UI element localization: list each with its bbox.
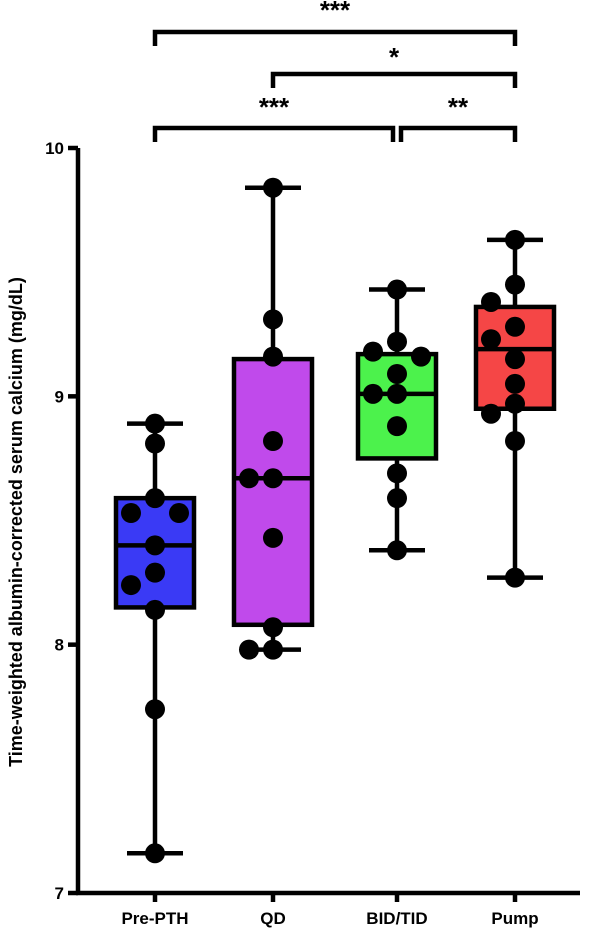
bracket-line (398, 125, 518, 142)
x-tick-label: QD (260, 909, 286, 928)
data-point (481, 291, 501, 312)
data-point (121, 575, 141, 596)
data-point (481, 403, 501, 424)
data-point (145, 433, 165, 454)
y-axis: 7 8 9 10 (45, 139, 81, 903)
bracket-line (152, 29, 518, 46)
box-group (355, 279, 439, 561)
data-point (263, 527, 283, 548)
x-tick-label: BID/TID (366, 909, 427, 928)
data-point (145, 488, 165, 509)
y-tick-label: 7 (55, 884, 64, 903)
bracket-line (152, 125, 396, 142)
data-point (387, 383, 407, 404)
data-point (121, 503, 141, 524)
data-point (145, 562, 165, 583)
data-point (263, 309, 283, 330)
box-iqr (231, 356, 315, 628)
x-axis: Pre-PTH QD BID/TID Pump (76, 890, 580, 928)
significance-bracket: * (270, 42, 518, 88)
data-point (387, 331, 407, 352)
y-axis-title: Time-weighted albumin-corrected serum ca… (6, 277, 26, 767)
box-plot-groups (113, 177, 557, 864)
data-point (263, 468, 283, 489)
y-tick-label: 10 (45, 139, 64, 158)
significance-brackets: ******* ** (152, 0, 518, 142)
data-point (387, 416, 407, 437)
x-tick-label: Pre-PTH (121, 909, 188, 928)
significance-label: ** (448, 92, 469, 122)
data-point (363, 383, 383, 404)
data-point (387, 463, 407, 484)
data-point (505, 567, 525, 588)
data-point (263, 639, 283, 660)
data-point (387, 279, 407, 300)
data-point (239, 468, 259, 489)
data-point (481, 329, 501, 350)
data-point (263, 431, 283, 452)
significance-bracket: ** (398, 92, 518, 142)
data-point (145, 535, 165, 556)
data-point (263, 346, 283, 367)
data-point (411, 346, 431, 367)
data-point (145, 599, 165, 620)
data-point (169, 503, 189, 524)
data-point (505, 316, 525, 337)
y-tick-label: 9 (55, 387, 64, 406)
data-point (263, 617, 283, 638)
box-group (231, 177, 315, 660)
significance-label: *** (259, 92, 290, 122)
significance-label: * (389, 42, 400, 72)
box-group (113, 413, 197, 864)
data-point (505, 373, 525, 394)
data-point (387, 488, 407, 509)
data-point (145, 699, 165, 720)
box-group (473, 229, 557, 588)
data-point (505, 229, 525, 250)
bracket-line (270, 71, 518, 88)
data-point (505, 349, 525, 370)
data-point (387, 540, 407, 561)
data-point (363, 341, 383, 362)
data-point (263, 177, 283, 198)
significance-label: *** (320, 0, 351, 25)
significance-bracket: *** (152, 92, 396, 142)
data-point (145, 413, 165, 434)
x-tick-label: Pump (491, 909, 538, 928)
data-point (387, 363, 407, 384)
data-point (505, 393, 525, 414)
y-tick-label: 8 (55, 636, 64, 655)
data-point (505, 431, 525, 452)
data-point (239, 639, 259, 660)
data-point (505, 274, 525, 295)
significance-bracket: *** (152, 0, 518, 46)
data-point (145, 843, 165, 864)
